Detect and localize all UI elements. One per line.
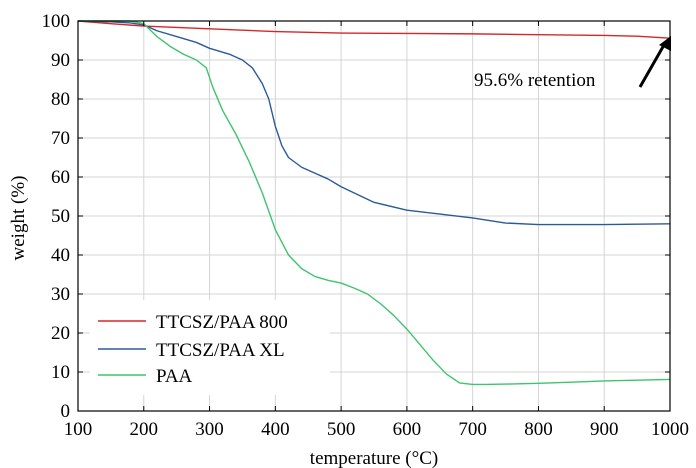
y-tick-label: 30 <box>51 284 70 305</box>
legend: TTCSZ/PAA 800 TTCSZ/PAA XL PAA <box>90 300 330 395</box>
x-tick-label: 1000 <box>651 419 689 440</box>
series-layer <box>77 20 671 386</box>
x-tick-label: 400 <box>261 419 290 440</box>
y-axis-title: weight (%) <box>8 176 29 261</box>
y-tick-label: 90 <box>51 50 70 71</box>
y-tick-label: 0 <box>61 401 71 422</box>
series-line-1 <box>77 20 671 226</box>
x-tick-label: 800 <box>524 419 553 440</box>
x-axis-title: temperature (°C) <box>310 448 438 468</box>
series-line-0 <box>77 20 671 39</box>
annotation-arrow-shaft <box>638 44 666 88</box>
grid <box>78 21 670 411</box>
legend-label-ttcsz-paa-xl: TTCSZ/PAA XL <box>156 340 285 361</box>
x-tick-label: 300 <box>195 419 224 440</box>
y-tick-label: 40 <box>51 245 70 266</box>
y-tick-label: 60 <box>51 167 70 188</box>
x-tick-label: 200 <box>130 419 159 440</box>
annotation-label: 95.6% retention <box>474 70 596 91</box>
legend-label-paa: PAA <box>156 366 193 387</box>
series-line-2 <box>78 20 671 386</box>
legend-label-ttcsz-paa-800: TTCSZ/PAA 800 <box>156 312 288 333</box>
ticks: 100 200 300 400 500 600 700 800 900 1000 0 10 20 30 40… <box>42 11 690 440</box>
annotation-arrow-head <box>659 36 671 51</box>
y-tick-label: 10 <box>51 362 70 383</box>
y-tick-label: 80 <box>51 89 70 110</box>
x-tick-label: 100 <box>64 419 93 440</box>
x-tick-label: 700 <box>458 419 487 440</box>
x-tick-label: 600 <box>393 419 422 440</box>
y-tick-label: 100 <box>42 11 71 32</box>
x-tick-label: 900 <box>590 419 619 440</box>
y-tick-label: 70 <box>51 128 70 149</box>
annotation: 95.6% retention <box>474 36 671 91</box>
x-tick-label: 500 <box>327 419 356 440</box>
y-tick-label: 20 <box>51 323 70 344</box>
y-tick-label: 50 <box>51 206 70 227</box>
legend-box <box>90 300 330 395</box>
